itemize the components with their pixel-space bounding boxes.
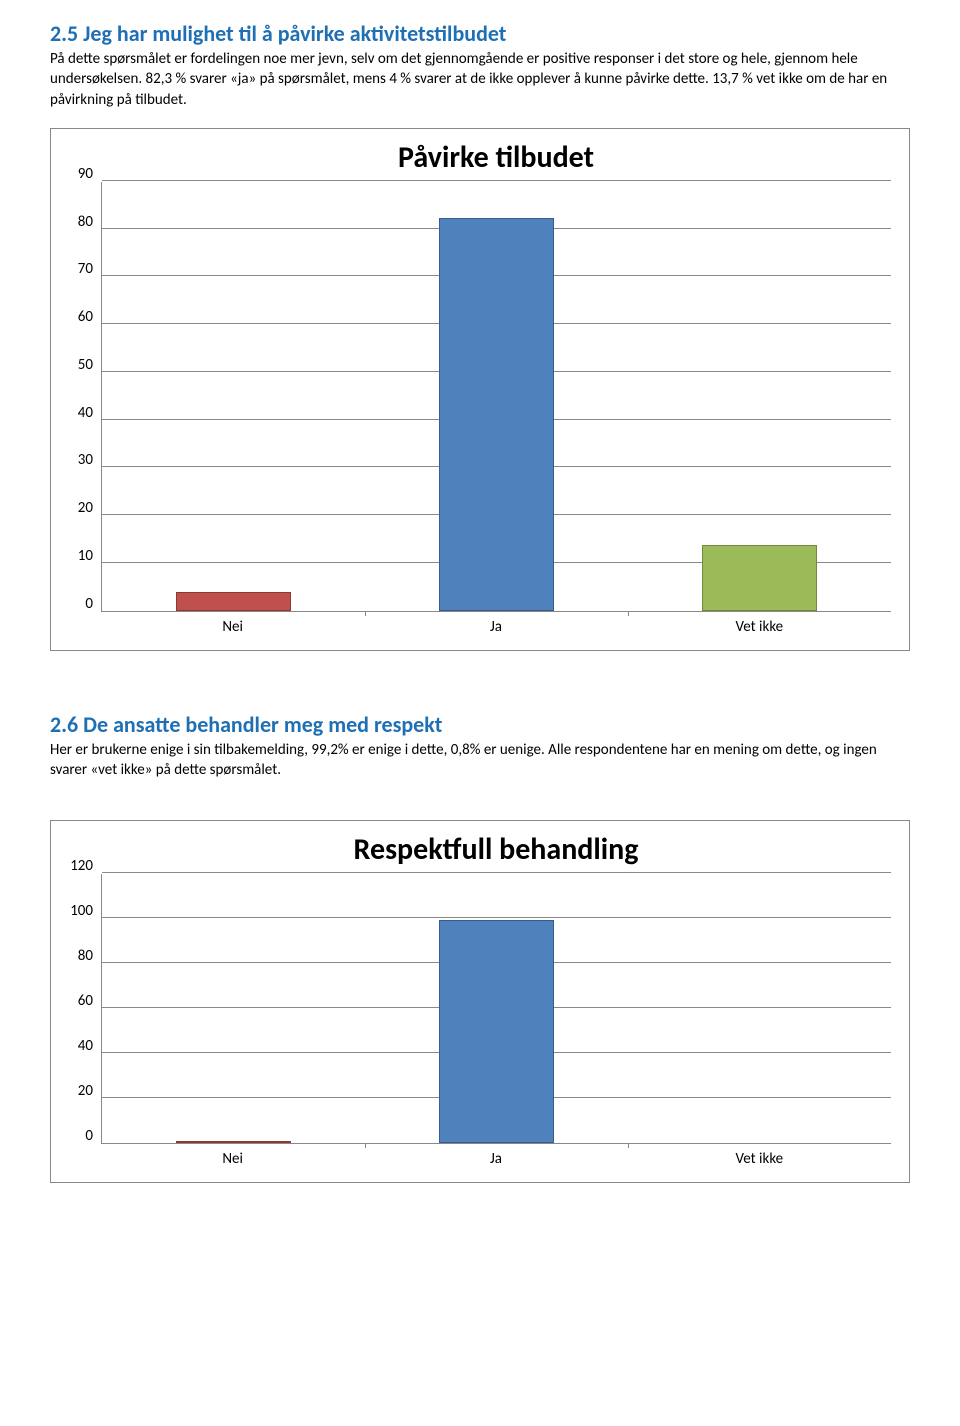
section1-heading: 2.5 Jeg har mulighet til å påvirke aktiv…	[50, 20, 910, 47]
chart1-y-tick-label: 20	[78, 499, 93, 517]
chart1-y-tick-label: 60	[78, 308, 93, 326]
chart1-bar-slot	[365, 182, 628, 611]
chart1-bar	[702, 545, 818, 610]
chart2-grid-line	[102, 872, 891, 873]
chart1-bar-slot	[102, 182, 365, 611]
chart1-grid-line	[102, 180, 891, 181]
chart2-title: Respektfull behandling	[101, 831, 891, 868]
chart1-title: Påvirke tilbudet	[101, 139, 891, 176]
chart1-y-tick-label: 90	[78, 165, 93, 183]
chart2-y-tick-label: 80	[78, 947, 93, 965]
chart1-y-tick-label: 10	[78, 547, 93, 565]
chart2-y-tick-label: 0	[85, 1127, 93, 1145]
chart1-body: 9080706050403020100	[61, 182, 891, 612]
chart1-bars-row	[102, 182, 891, 611]
chart2-y-tick-label: 60	[78, 992, 93, 1010]
chart2-bars-row	[102, 874, 891, 1143]
chart1-y-tick-label: 80	[78, 213, 93, 231]
chart2-y-tick-label: 40	[78, 1037, 93, 1055]
chart2-y-tick-label: 100	[70, 902, 93, 920]
chart2-x-tick	[365, 1143, 366, 1148]
section2-paragraph: Her er brukerne enige i sin tilbakemeldi…	[50, 740, 910, 781]
chart2-bar-slot	[628, 874, 891, 1143]
chart2-container: Respektfull behandling 120 100 80 60 40 20 0 N…	[50, 820, 910, 1183]
chart2-bar-slot	[365, 874, 628, 1143]
chart1-y-tick-label: 50	[78, 356, 93, 374]
chart2-bar	[439, 920, 555, 1143]
chart1-y-axis: 9080706050403020100	[61, 182, 101, 612]
chart1-x-tick	[628, 611, 629, 616]
chart1-x-label: Nei	[101, 618, 364, 636]
chart1-x-labels: NeiJaVet ikke	[101, 618, 891, 636]
chart2-x-tick	[628, 1143, 629, 1148]
chart2-x-label: Vet ikke	[628, 1150, 891, 1168]
chart1-bar-slot	[628, 182, 891, 611]
section2-heading: 2.6 De ansatte behandler meg med respekt	[50, 711, 910, 738]
chart1-container: Påvirke tilbudet 90 80 70 60 50 40 30 20 10 0 Nei…	[50, 128, 910, 651]
chart1-plot	[101, 182, 891, 612]
chart1-x-label: Vet ikke	[628, 618, 891, 636]
chart1-y-tick-label: 30	[78, 451, 93, 469]
chart2-body: 120100806040200	[61, 874, 891, 1144]
chart1-x-tick	[365, 611, 366, 616]
chart1-y-tick-label: 40	[78, 404, 93, 422]
chart2-y-tick-label: 120	[70, 857, 93, 875]
chart1-x-label: Ja	[364, 618, 627, 636]
chart1-y-tick-label: 70	[78, 260, 93, 278]
section1-paragraph: På dette spørsmålet er fordelingen noe m…	[50, 49, 910, 110]
chart1-y-tick-label: 0	[85, 595, 93, 613]
chart2-y-axis: 120100806040200	[61, 874, 101, 1144]
chart2-plot	[101, 874, 891, 1144]
chart2-x-labels: NeiJaVet ikke	[101, 1150, 891, 1168]
chart2-x-label: Ja	[364, 1150, 627, 1168]
chart2-bar	[176, 1141, 292, 1143]
chart1-bar	[439, 218, 555, 611]
chart1-bar	[176, 592, 292, 611]
chart2-y-tick-label: 20	[78, 1082, 93, 1100]
chart2-x-label: Nei	[101, 1150, 364, 1168]
chart2-bar-slot	[102, 874, 365, 1143]
